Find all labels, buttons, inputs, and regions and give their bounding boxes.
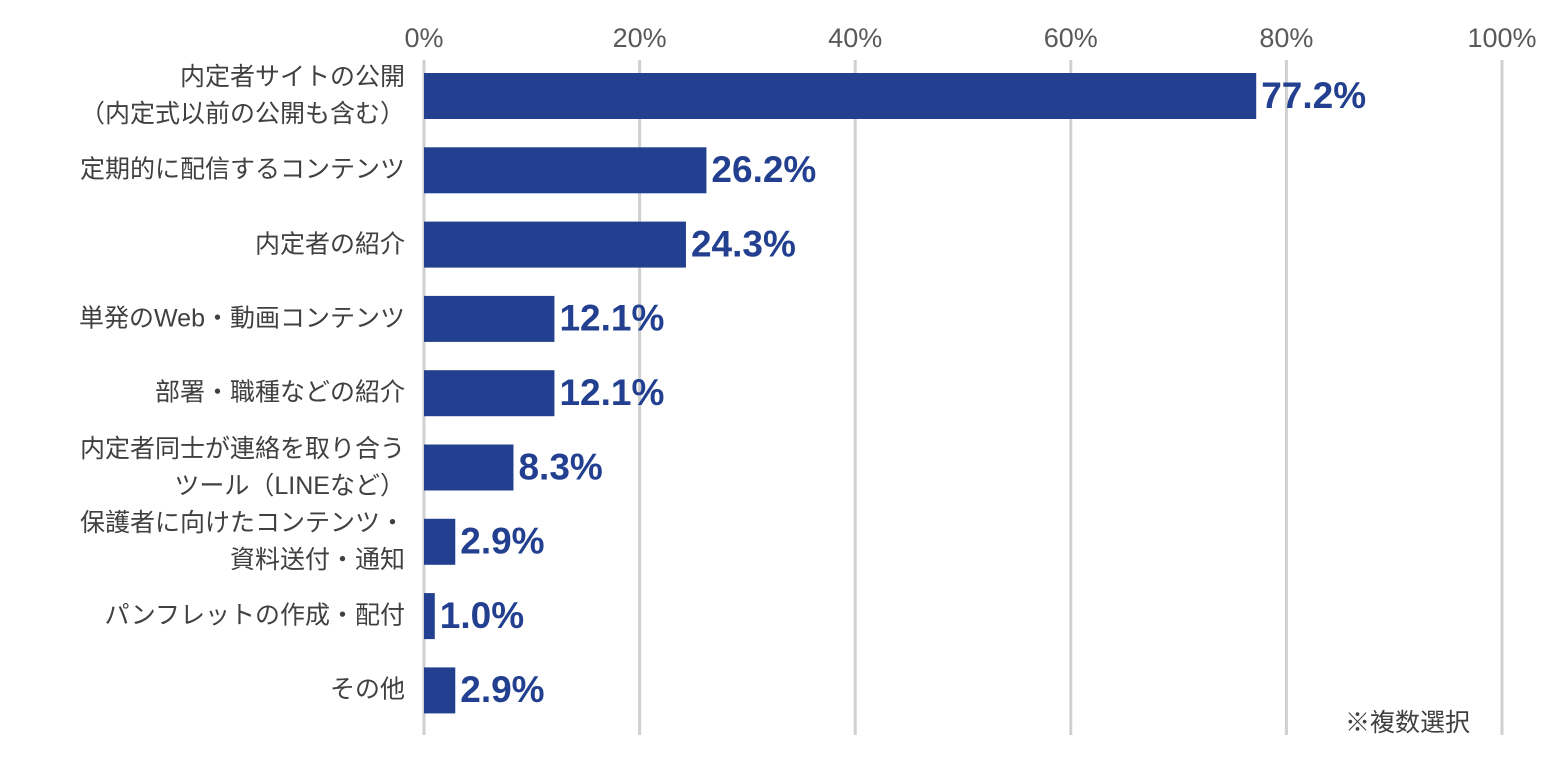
category-label: 保護者に向けたコンテンツ・ 資料送付・通知 bbox=[79, 508, 405, 574]
category-label: パンフレットの作成・配付 bbox=[104, 601, 405, 630]
category-label: 定期的に配信するコンテンツ bbox=[79, 155, 405, 184]
category-label: その他 bbox=[329, 675, 405, 704]
value-label: 1.0% bbox=[440, 595, 524, 636]
x-tick-label: 60% bbox=[1044, 23, 1098, 53]
bar bbox=[424, 667, 456, 714]
value-label: 77.2% bbox=[1261, 75, 1366, 116]
bar bbox=[424, 444, 514, 491]
category-label: 内定者同士が連絡を取り合う ツール（LINEなど） bbox=[79, 434, 405, 500]
x-tick-label: 0% bbox=[404, 23, 443, 53]
value-label: 24.3% bbox=[691, 223, 796, 264]
category-label: 単発のWeb・動画コンテンツ bbox=[79, 304, 405, 333]
x-tick-label: 20% bbox=[613, 23, 667, 53]
x-tick-label: 40% bbox=[828, 23, 882, 53]
value-label: 2.9% bbox=[460, 669, 544, 710]
bar bbox=[424, 147, 707, 194]
bar bbox=[424, 518, 456, 565]
value-label: 8.3% bbox=[518, 446, 602, 487]
bar bbox=[424, 295, 555, 342]
bar bbox=[424, 593, 435, 640]
annotation: ※複数選択 bbox=[1344, 709, 1470, 737]
bar bbox=[424, 221, 686, 268]
value-label: 12.1% bbox=[559, 372, 664, 413]
bar bbox=[424, 370, 555, 417]
x-tick-label: 100% bbox=[1467, 23, 1536, 53]
value-label: 2.9% bbox=[460, 521, 544, 562]
value-label: 26.2% bbox=[711, 149, 816, 190]
x-tick-label: 80% bbox=[1259, 23, 1313, 53]
category-label: 内定者サイトの公開 （内定式以前の公開も含む） bbox=[79, 63, 405, 128]
bar bbox=[424, 73, 1257, 119]
value-label: 12.1% bbox=[559, 298, 664, 339]
category-label: 部署・職種などの紹介 bbox=[154, 378, 405, 407]
category-label: 内定者の紹介 bbox=[254, 230, 405, 259]
